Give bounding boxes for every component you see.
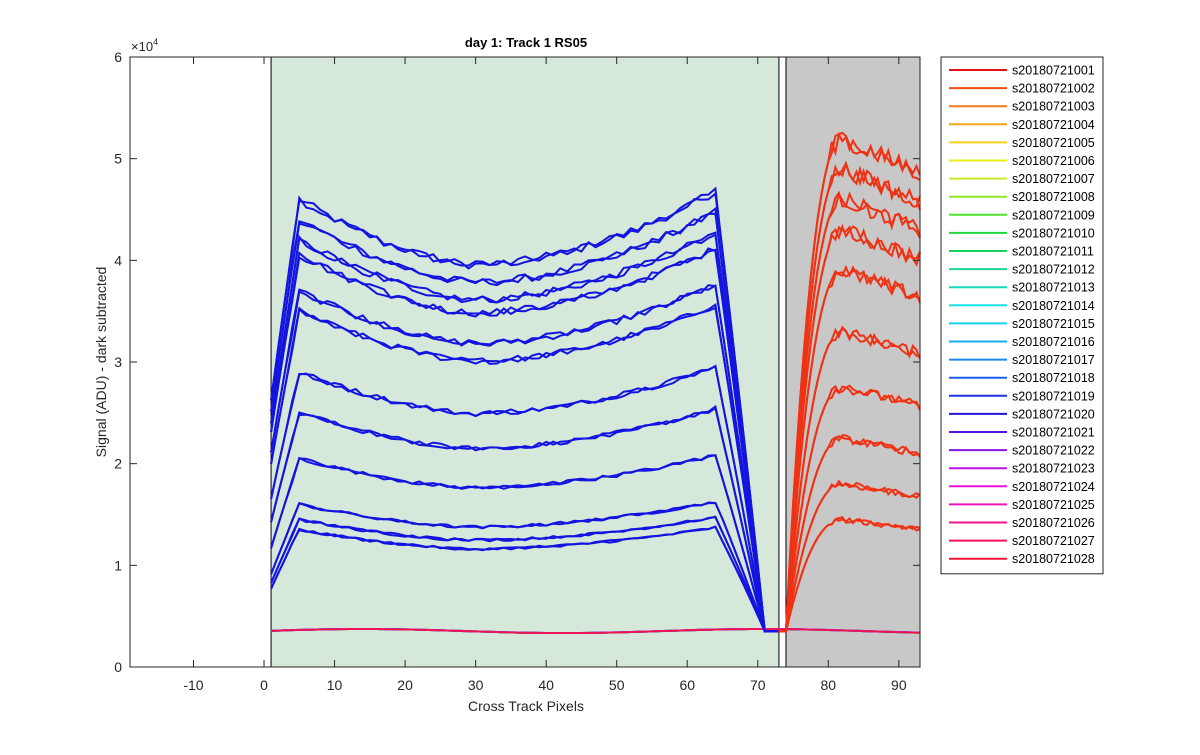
legend-label-s20180721022: s20180721022 <box>1012 444 1095 458</box>
legend-label-s20180721006: s20180721006 <box>1012 154 1095 168</box>
legend-label-s20180721026: s20180721026 <box>1012 516 1095 530</box>
blue-profile-11-1 <box>270 525 779 633</box>
blue-profile-9-1 <box>270 501 779 633</box>
x-tick-label: 70 <box>750 677 766 693</box>
x-tick-label: 60 <box>679 677 695 693</box>
legend-label-s20180721015: s20180721015 <box>1012 317 1095 331</box>
legend-label-s20180721027: s20180721027 <box>1012 534 1095 548</box>
legend-label-s20180721013: s20180721013 <box>1012 281 1095 295</box>
y-tick-label: 6 <box>114 49 122 65</box>
legend-label-s20180721008: s20180721008 <box>1012 190 1095 204</box>
legend-label-s20180721023: s20180721023 <box>1012 462 1095 476</box>
x-tick-label: 80 <box>821 677 837 693</box>
legend-label-s20180721019: s20180721019 <box>1012 389 1095 403</box>
legend-label-s20180721016: s20180721016 <box>1012 335 1095 349</box>
y-tick-label: 2 <box>114 456 122 472</box>
x-tick-label: -10 <box>183 677 203 693</box>
green-region <box>270 56 780 668</box>
y-tick-label: 5 <box>114 151 122 167</box>
blue-profile-10-1 <box>270 516 779 633</box>
blue-profile-4-1 <box>270 283 779 633</box>
red-profile-6-1 <box>778 384 921 633</box>
legend-label-s20180721001: s20180721001 <box>1012 64 1095 78</box>
regions-layer <box>270 56 921 668</box>
x-axis-label: Cross Track Pixels <box>468 698 584 714</box>
red-profile-2-1 <box>778 191 921 633</box>
red-profile-8-1 <box>778 479 921 633</box>
legend-label-s20180721010: s20180721010 <box>1012 226 1095 240</box>
legend-label-s20180721014: s20180721014 <box>1012 299 1095 313</box>
y-exponent-base: ×10 <box>131 39 153 54</box>
blue-profile-1-1 <box>270 206 779 633</box>
tick-labels-layer: -10 0 10 20 30 40 50 60 70 80 90 0 1 2 3 4 5 6 <box>114 49 907 693</box>
blue-profile-8-1 <box>270 454 779 633</box>
y-tick-label: 4 <box>114 252 122 268</box>
x-tick-label: 0 <box>260 677 268 693</box>
y-exponent-label: ×104 <box>131 37 158 54</box>
axes-layer <box>129 56 921 668</box>
legend-label-s20180721007: s20180721007 <box>1012 172 1095 186</box>
legend-box <box>940 56 1104 575</box>
x-tick-label: 10 <box>327 677 343 693</box>
legend-label-s20180721018: s20180721018 <box>1012 371 1095 385</box>
blue-profile-3-1 <box>270 247 779 633</box>
blue-profile-7-0 <box>270 404 779 633</box>
red-profile-7-1 <box>778 434 921 633</box>
red-profile-5-1 <box>778 327 921 633</box>
x-tick-label: 40 <box>538 677 554 693</box>
x-tick-label: 20 <box>397 677 413 693</box>
y-tick-label: 0 <box>114 659 122 675</box>
legend: s20180721001 s20180721002 s20180721003 s201… <box>940 56 1104 575</box>
y-exponent-power: 4 <box>153 37 158 47</box>
red-profile-9-1 <box>778 516 921 633</box>
lines-layer <box>270 131 921 634</box>
blue-profile-2-1 <box>270 233 779 633</box>
legend-label-s20180721017: s20180721017 <box>1012 353 1095 367</box>
legend-label-s20180721011: s20180721011 <box>1012 245 1094 259</box>
legend-label-s20180721020: s20180721020 <box>1012 407 1095 421</box>
legend-label-s20180721021: s20180721021 <box>1012 426 1095 440</box>
red-profile-3-1 <box>778 225 921 633</box>
legend-label-s20180721009: s20180721009 <box>1012 208 1095 222</box>
legend-label-s20180721024: s20180721024 <box>1012 480 1095 494</box>
chart-title: day 1: Track 1 RS05 <box>465 35 587 50</box>
x-tick-label: 90 <box>891 677 907 693</box>
blue-profile-0-1 <box>270 186 779 633</box>
blue-profile-6-1 <box>270 364 779 633</box>
legend-label-s20180721002: s20180721002 <box>1012 82 1095 96</box>
red-profile-0-1 <box>778 131 921 633</box>
legend-label-s20180721025: s20180721025 <box>1012 498 1095 512</box>
legend-label-s20180721004: s20180721004 <box>1012 118 1095 132</box>
y-tick-label: 3 <box>114 354 122 370</box>
baseline-line-s20180721028 <box>271 628 921 634</box>
legend-label-s20180721003: s20180721003 <box>1012 100 1095 114</box>
x-tick-label: 50 <box>609 677 625 693</box>
legend-label-s20180721028: s20180721028 <box>1012 552 1095 566</box>
red-profile-4-1 <box>778 264 921 633</box>
y-axis-label: Signal (ADU) - dark subtracted <box>93 267 109 458</box>
blue-profile-7-1 <box>270 406 779 633</box>
x-tick-label: 30 <box>468 677 484 693</box>
y-tick-label: 1 <box>114 557 122 573</box>
legend-label-s20180721012: s20180721012 <box>1012 263 1095 277</box>
red-profile-1-1 <box>778 160 921 633</box>
blue-profile-5-1 <box>270 302 779 633</box>
legend-label-s20180721005: s20180721005 <box>1012 136 1095 150</box>
